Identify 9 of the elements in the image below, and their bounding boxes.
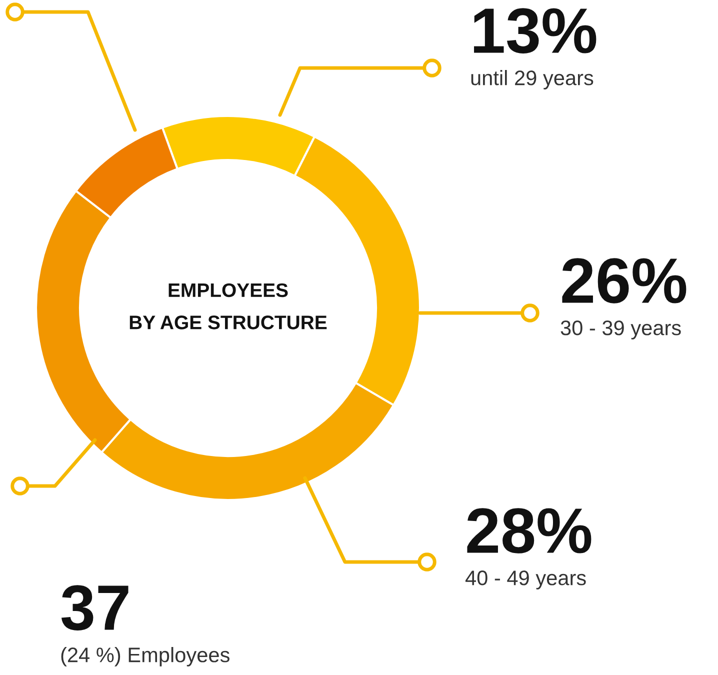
slice-label: 40 - 49 years xyxy=(465,570,586,590)
text: EMPLOYEES BY AGE STRUCTURE xyxy=(130,283,327,330)
text: (24 %) Employees xyxy=(61,647,230,666)
text: 37 xyxy=(61,585,128,630)
slice-label: 30 - 39 years xyxy=(560,320,681,340)
data-label: 26% xyxy=(562,258,686,304)
data-label: 28% xyxy=(467,508,592,554)
slice-label: until 29 years xyxy=(471,70,594,90)
data-label: 13% xyxy=(474,8,596,54)
